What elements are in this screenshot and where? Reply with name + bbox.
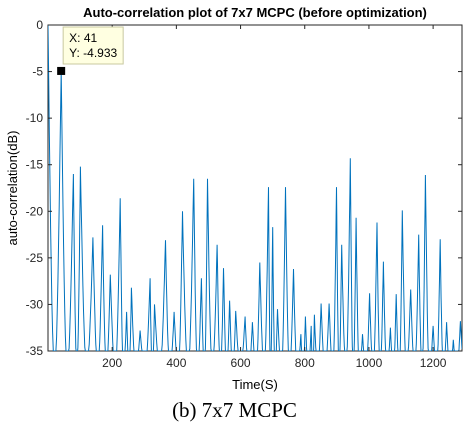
y-tick-label: -35 <box>26 344 44 358</box>
datatip-line: X: 41 <box>69 31 97 45</box>
datatip-box <box>62 26 124 65</box>
chart-svg: Auto-correlation plot of 7x7 MCPC (befor… <box>5 5 463 392</box>
y-tick-label: -25 <box>26 251 44 265</box>
x-tick-label: 800 <box>295 356 315 370</box>
y-tick-label: 0 <box>36 18 43 32</box>
y-tick-label: -30 <box>26 297 44 311</box>
datatip-line: Y: -4.933 <box>69 46 117 60</box>
autocorrelation-line <box>48 25 462 351</box>
x-tick-label: 600 <box>231 356 251 370</box>
y-tick-label: -15 <box>26 158 44 172</box>
datatip-marker[interactable] <box>57 66 66 75</box>
figure-caption: (b) 7x7 MCPC <box>172 398 297 422</box>
x-axis-label: Time(S) <box>232 377 278 392</box>
x-tick-label: 1200 <box>420 356 447 370</box>
y-tick-label: -10 <box>26 111 44 125</box>
axis-layer: 200 400 600 800 1000 1200 0 -5 -10 -15 -20 -25 -30 -3… <box>26 18 462 370</box>
y-tick-label: -20 <box>26 204 44 218</box>
x-tick-label: 400 <box>166 356 186 370</box>
datatip[interactable]: X: 41Y: -4.933 <box>57 26 124 75</box>
x-tick-label: 200 <box>102 356 122 370</box>
plot-area <box>47 24 463 352</box>
y-axis-label: auto-correlation(dB) <box>5 131 20 246</box>
x-tick-label: 1000 <box>356 356 383 370</box>
chart-title: Auto-correlation plot of 7x7 MCPC (befor… <box>83 5 427 20</box>
trace-layer <box>48 25 462 351</box>
y-tick-label: -5 <box>32 65 43 79</box>
